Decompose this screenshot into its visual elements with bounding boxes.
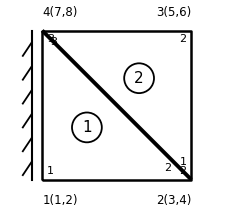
Text: 1: 1 [47,166,54,176]
Text: 3: 3 [47,34,54,44]
Text: 2(3,4): 2(3,4) [155,194,190,207]
Text: 1: 1 [82,120,91,135]
Text: 2: 2 [163,163,170,173]
Text: 2: 2 [179,166,186,176]
Text: 2: 2 [179,34,186,44]
Text: 3: 3 [50,37,57,47]
Text: 2: 2 [134,71,143,86]
Text: 3(5,6): 3(5,6) [155,6,190,18]
Text: 1: 1 [179,157,186,167]
Text: 4(7,8): 4(7,8) [42,6,77,18]
Text: 1(1,2): 1(1,2) [42,194,77,207]
